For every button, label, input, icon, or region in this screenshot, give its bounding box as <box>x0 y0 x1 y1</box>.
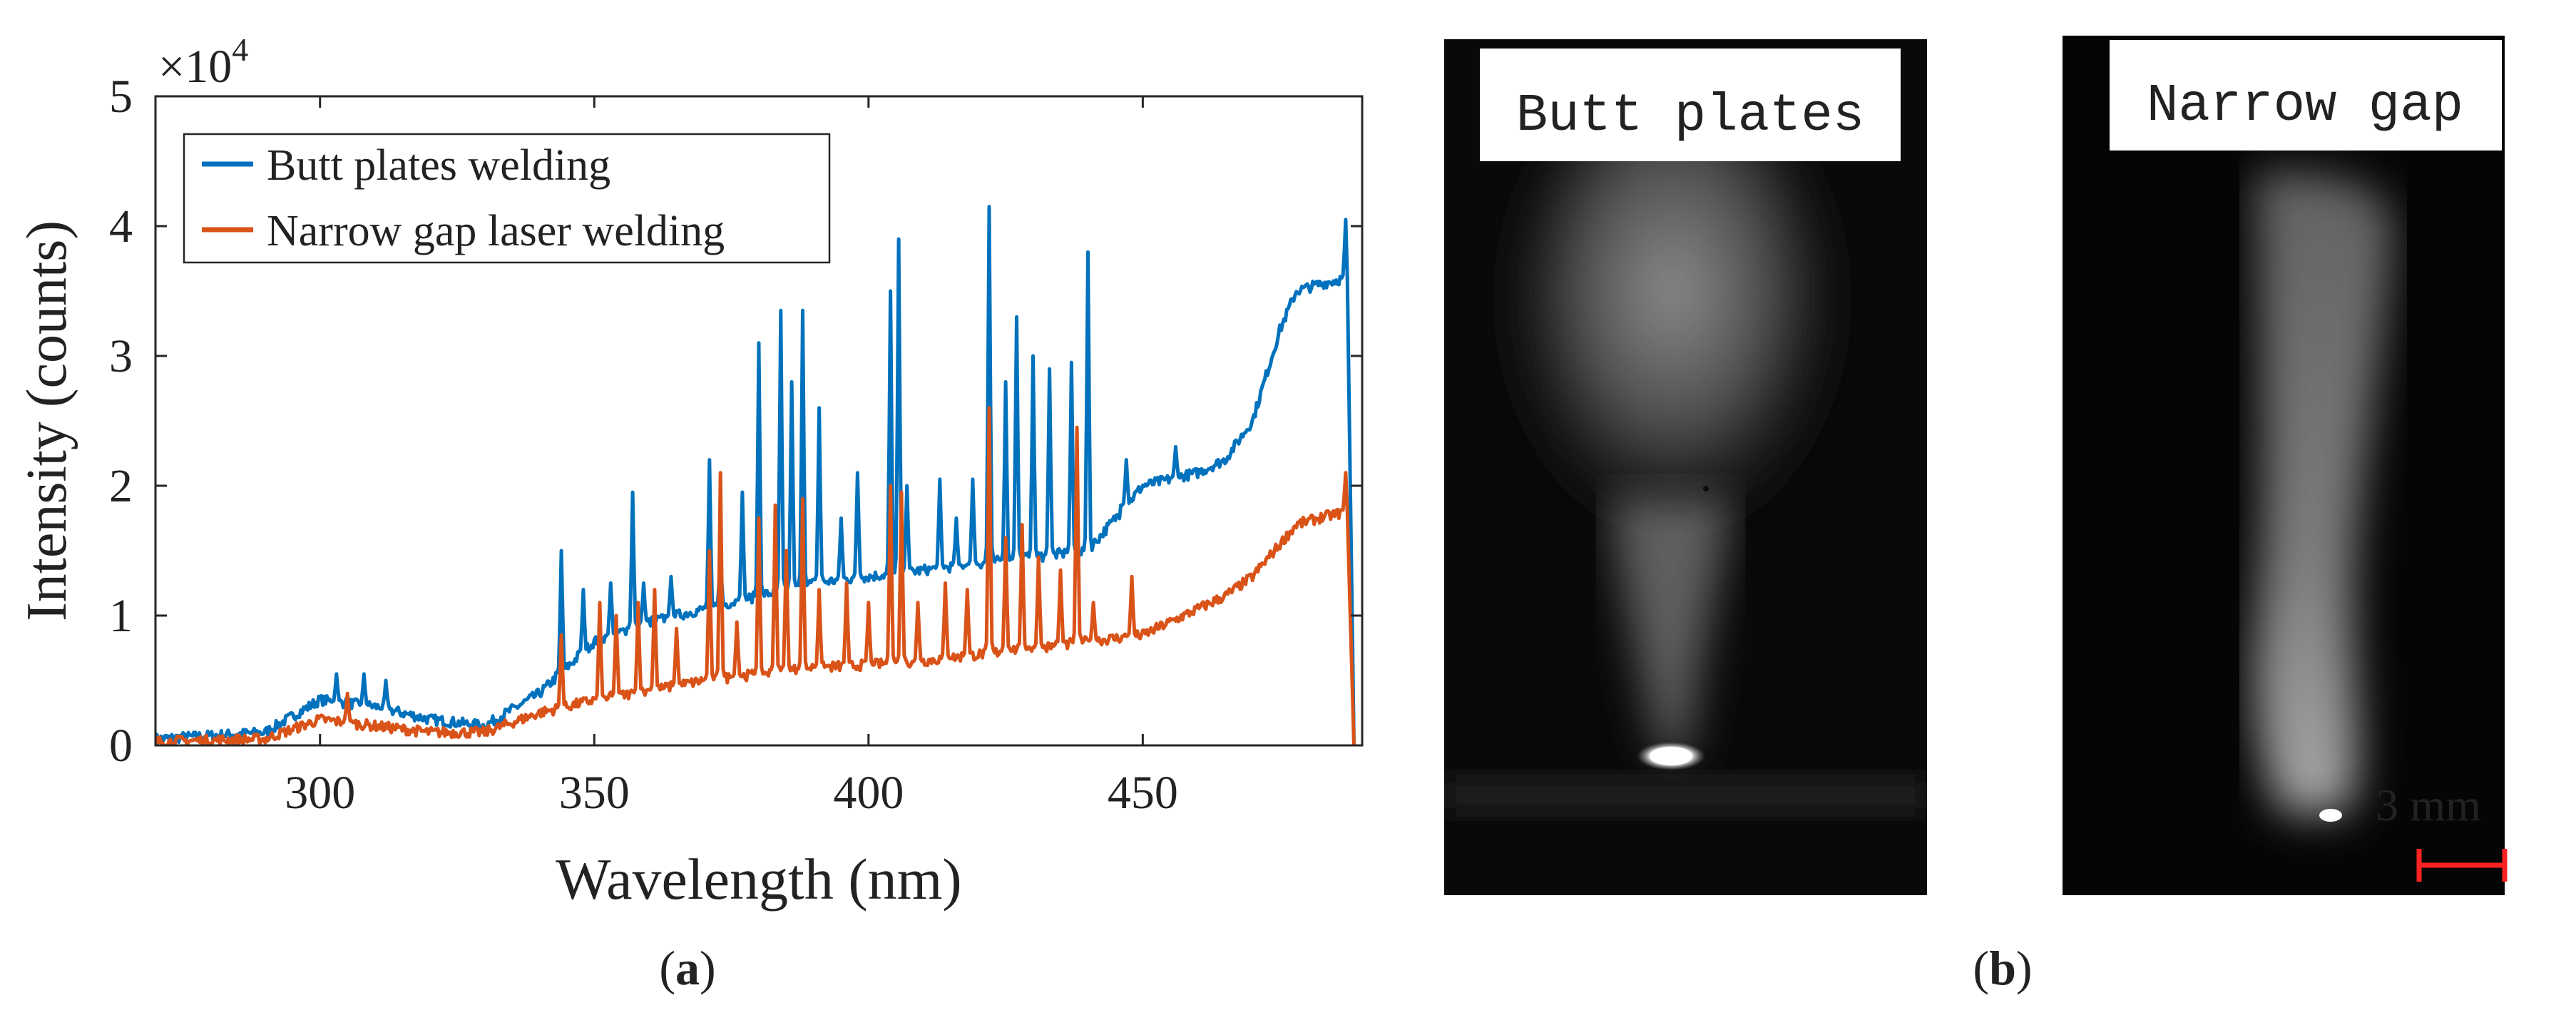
y-axis-label: Intensity (counts) <box>16 220 78 621</box>
legend-box <box>183 133 831 264</box>
y-tick-label: 1 <box>109 590 133 642</box>
narrow-gap-label-box <box>2110 40 2502 151</box>
butt-plates-label: Butt plates <box>1516 86 1864 146</box>
butt-dark-speck <box>1703 486 1709 491</box>
butt-plume-cloud <box>1508 78 1836 549</box>
y-tick-label: 4 <box>109 200 133 253</box>
narrow-gap-image: Narrow gap 3 mm <box>2063 36 2508 895</box>
series-line-narrow-gap <box>155 406 1356 745</box>
caption-a: (a) <box>659 941 715 995</box>
series-layer <box>155 205 1356 745</box>
narrow-keyhole-hotspot <box>2319 809 2342 822</box>
series-line-butt-plates <box>155 205 1356 745</box>
y-tick-label: 5 <box>109 71 133 123</box>
y-tick-label: 0 <box>109 720 133 772</box>
butt-plume-column <box>1608 499 1733 756</box>
narrow-gap-plume <box>2253 171 2393 822</box>
legend-label-butt: Butt plates welding <box>267 141 610 190</box>
ticks-layer: 300 350 400 450 0 1 2 3 4 5 <box>109 71 1362 819</box>
x-tick-label: 300 <box>285 767 355 819</box>
legend: Butt plates welding Narrow gap laser wel… <box>183 133 831 264</box>
butt-plates-plume <box>1444 78 1927 817</box>
narrow-gap-label: Narrow gap <box>2147 76 2463 136</box>
butt-plates-image: Butt plates <box>1444 39 1927 895</box>
x-tick-label: 450 <box>1108 767 1178 819</box>
x-axis-label: Wavelength (nm) <box>556 847 961 912</box>
scale-bar-label: 3 mm <box>2376 780 2481 830</box>
scale-bar: 3 mm <box>2376 780 2508 882</box>
legend-label-narrow: Narrow gap laser welding <box>267 207 725 255</box>
y-multiplier: ×104 <box>158 31 248 93</box>
y-tick-label: 3 <box>109 330 133 382</box>
x-tick-label: 350 <box>559 767 630 819</box>
plume-images-panel: Butt plates Narrow gap 3 mm (b) <box>1444 36 2508 995</box>
butt-plates-label-box <box>1480 49 1901 161</box>
y-tick-label: 2 <box>109 460 133 512</box>
narrow-plume-column <box>2253 171 2393 813</box>
x-tick-label: 400 <box>833 767 904 819</box>
butt-keyhole-core <box>1650 747 1692 765</box>
caption-b: (b) <box>1973 941 2032 995</box>
plot-frame <box>154 95 1364 747</box>
butt-plate-surface <box>1444 774 1927 817</box>
